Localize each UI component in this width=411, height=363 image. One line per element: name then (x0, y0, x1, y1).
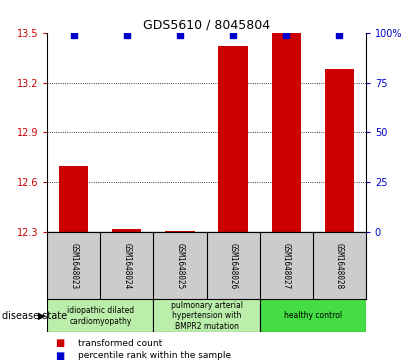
Text: healthy control: healthy control (284, 311, 342, 320)
Bar (219, 46, 248, 232)
Text: percentile rank within the sample: percentile rank within the sample (78, 351, 231, 360)
Bar (272, 33, 301, 232)
Bar (47, 299, 153, 332)
Text: ▶: ▶ (38, 311, 46, 321)
Text: idiopathic dilated
cardiomyopathy: idiopathic dilated cardiomyopathy (67, 306, 134, 326)
Bar (59, 166, 88, 232)
Text: GSM1648023: GSM1648023 (69, 243, 79, 289)
Bar (112, 229, 141, 232)
Bar (325, 69, 354, 232)
Text: pulmonary arterial
hypertension with
BMPR2 mutation: pulmonary arterial hypertension with BMP… (171, 301, 242, 331)
Text: disease state: disease state (2, 311, 67, 321)
Text: GSM1648028: GSM1648028 (335, 243, 344, 289)
Text: GSM1648025: GSM1648025 (175, 243, 185, 289)
Text: transformed count: transformed count (78, 339, 162, 347)
Point (283, 32, 289, 38)
Text: GSM1648024: GSM1648024 (122, 243, 132, 289)
Title: GDS5610 / 8045804: GDS5610 / 8045804 (143, 19, 270, 32)
Bar (165, 231, 194, 232)
Bar (153, 299, 260, 332)
Text: GSM1648026: GSM1648026 (229, 243, 238, 289)
Text: ■: ■ (55, 351, 65, 361)
Point (336, 32, 342, 38)
Point (177, 32, 183, 38)
Point (124, 32, 130, 38)
Point (230, 32, 236, 38)
Point (71, 32, 77, 38)
Text: GSM1648027: GSM1648027 (282, 243, 291, 289)
Bar (260, 299, 366, 332)
Text: ■: ■ (55, 338, 65, 348)
